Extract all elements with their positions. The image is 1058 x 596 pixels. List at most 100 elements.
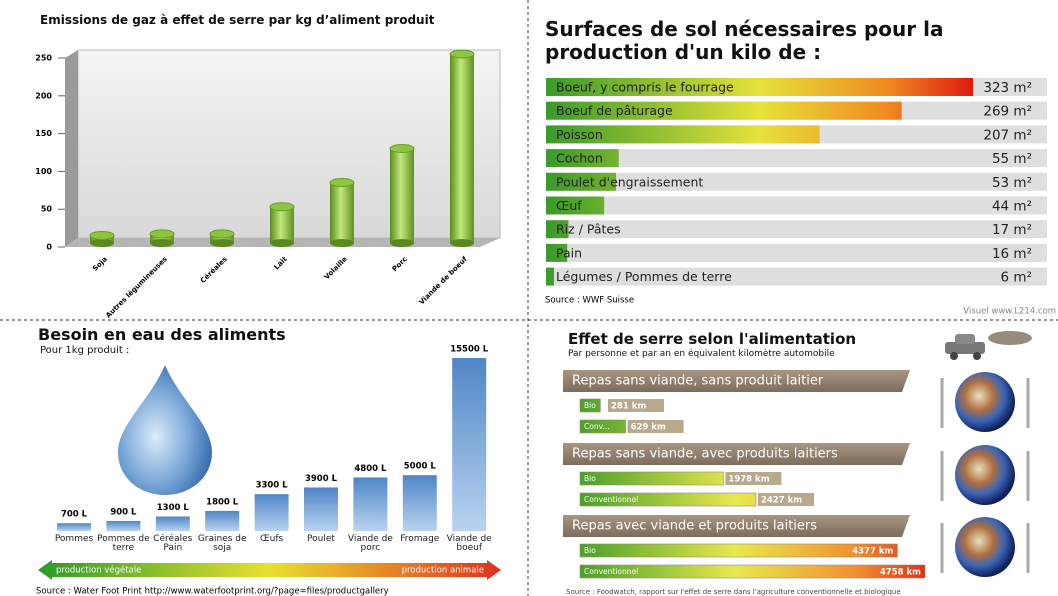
chart-subtitle: Pour 1kg produit : <box>40 345 129 357</box>
category-label: Boeuf de pâturage <box>556 103 673 118</box>
bar-label: Bio <box>584 546 596 555</box>
cylinder-top <box>150 230 174 238</box>
bar <box>330 179 354 247</box>
source: Source : Foodwatch, rapport sur l'effet … <box>566 588 901 596</box>
bar <box>390 145 414 248</box>
x-tick-label: Céréales Pain <box>145 535 201 554</box>
value-label: 4800 L <box>354 464 387 474</box>
x-tick-label: Viande de porc <box>342 535 398 554</box>
value-label: 269 m² <box>983 104 1032 120</box>
globe <box>955 517 1015 577</box>
category-label: Œuf <box>556 198 582 213</box>
x-tick-label: Céréales <box>199 255 229 285</box>
bar <box>304 487 338 531</box>
value-label: 323 m² <box>983 80 1032 96</box>
x-tick-label: Porc <box>391 255 409 273</box>
category-label: Poulet d'engraissement <box>556 174 703 189</box>
value-label: 2427 km <box>761 496 802 506</box>
x-tick-label: Viande de boeuf <box>418 254 470 306</box>
cylinder-bottom <box>210 239 234 247</box>
water-drop <box>118 365 212 495</box>
infographic: 050100150200250SojaAutres légumineusesCé… <box>0 0 1058 596</box>
x-tick-label: Lait <box>273 255 290 272</box>
y-tick-label: 50 <box>41 205 53 214</box>
bar <box>106 521 140 531</box>
value-label: 53 m² <box>992 175 1032 191</box>
bar <box>57 523 91 531</box>
cylinder-top <box>270 203 294 211</box>
bar-track <box>546 149 1047 167</box>
globe <box>955 372 1015 432</box>
bar <box>580 472 723 485</box>
value-label: 3900 L <box>305 474 338 484</box>
annotation: production animale <box>402 566 484 576</box>
x-tick-label: Poulet <box>293 535 349 544</box>
category-label: Boeuf, y compris le fourrage <box>556 80 734 95</box>
cylinder-bottom <box>330 239 354 247</box>
cylinder-body <box>270 207 294 243</box>
chart-title: Surfaces de sol nécessaires pour la prod… <box>545 18 1035 64</box>
bar <box>210 230 234 247</box>
x-tick-label: Fromage <box>392 535 448 544</box>
value-label: 629 km <box>631 423 666 433</box>
cylinder-bottom <box>450 239 474 247</box>
cylinder-bottom <box>150 239 174 247</box>
value-label: 281 km <box>611 402 646 412</box>
bar <box>580 544 897 557</box>
chart-title: Effet de serre selon l'alimentation <box>568 331 856 348</box>
group-label: Repas sans viande, avec produits laitier… <box>572 447 838 462</box>
cylinder-top <box>450 50 474 58</box>
cylinder-body <box>450 54 474 243</box>
category-label: Poisson <box>556 127 603 142</box>
source: Source : Water Foot Print http://www.wat… <box>36 587 389 596</box>
globe <box>955 445 1015 505</box>
annotation: production végétale <box>56 565 141 576</box>
y-tick-label: 150 <box>35 129 52 138</box>
category-label: Légumes / Pommes de terre <box>556 269 732 284</box>
value-label: 4758 km <box>880 568 921 578</box>
cylinder-top <box>210 230 234 238</box>
x-tick-label: Pommes de terre <box>95 535 151 554</box>
cylinder-top <box>330 179 354 187</box>
y-tick-label: 200 <box>35 91 52 100</box>
x-tick-label: Autres légumineuses <box>104 255 168 319</box>
bar-label: Bio <box>584 401 596 410</box>
x-tick-label: Volaille <box>323 255 349 281</box>
x-tick-label: Pommes <box>46 535 102 544</box>
canvas: 050100150200250SojaAutres légumineusesCé… <box>0 0 1058 596</box>
value-label: 900 L <box>110 507 137 517</box>
value-label: 16 m² <box>992 246 1032 262</box>
x-tick-label: Soja <box>91 255 109 273</box>
y-tick-label: 100 <box>35 167 52 176</box>
value-label: 207 m² <box>983 127 1032 143</box>
value-label: 700 L <box>61 510 88 520</box>
group-label: Repas avec viande et produits laitiers <box>572 519 817 534</box>
bar <box>452 358 486 531</box>
value-label: 17 m² <box>992 222 1032 238</box>
bar-label: Conventionnel <box>584 495 638 504</box>
bar <box>403 475 437 531</box>
bar <box>90 231 114 247</box>
bar-label: Bio <box>584 474 596 483</box>
y-tick-label: 250 <box>35 54 52 63</box>
value-label: 1800 L <box>206 497 239 507</box>
cylinder-body <box>390 149 414 244</box>
value-label: 1300 L <box>157 503 190 513</box>
cylinder-bottom <box>270 239 294 247</box>
bar <box>255 494 289 531</box>
bar <box>353 477 387 531</box>
cylinder-body <box>330 183 354 243</box>
value-label: 4377 km <box>852 547 893 557</box>
value-label: 15500 L <box>450 345 489 355</box>
category-label: Cochon <box>556 151 603 166</box>
value-label: 44 m² <box>992 199 1032 215</box>
bar <box>156 516 190 531</box>
x-tick-label: Viande de boeuf <box>441 535 497 554</box>
cylinder-top <box>390 145 414 153</box>
bar <box>205 511 239 531</box>
bar-track <box>546 220 1047 238</box>
cylinder-bottom <box>90 239 114 247</box>
group-label: Repas sans viande, sans produit laitier <box>572 374 824 389</box>
value-label: 5000 L <box>404 462 437 472</box>
source: Source : WWF Suisse <box>545 296 634 306</box>
